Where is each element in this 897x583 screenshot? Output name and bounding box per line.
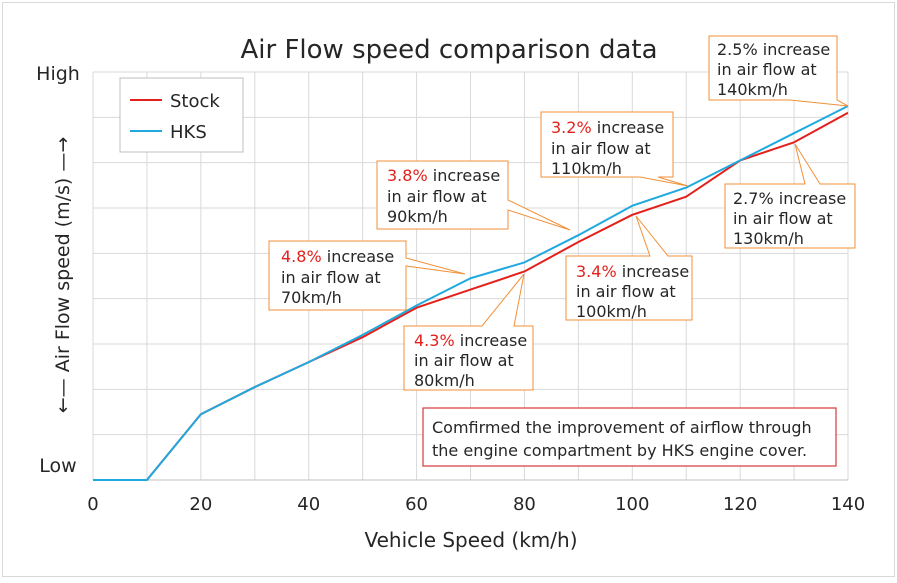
y-bottom-label: Low bbox=[39, 455, 76, 477]
callout-percent: 2.7% bbox=[733, 189, 774, 208]
callout-line3: 110km/h bbox=[551, 159, 622, 178]
x-tick-label: 100 bbox=[615, 494, 649, 515]
callout-line1: 3.4% increase bbox=[576, 262, 689, 281]
callout-percent: 4.8% bbox=[281, 247, 322, 266]
callout-increase-text: increase bbox=[774, 189, 847, 208]
callout-percent: 4.3% bbox=[414, 331, 455, 350]
callout-line2: in air flow at bbox=[387, 187, 487, 206]
callout-line3: 80km/h bbox=[414, 371, 475, 390]
callout-line2: in air flow at bbox=[717, 60, 817, 79]
callout-line3: 130km/h bbox=[733, 229, 804, 248]
legend: Stock HKS bbox=[119, 77, 244, 153]
x-tick-label: 0 bbox=[87, 494, 98, 515]
callout-percent: 3.2% bbox=[551, 118, 592, 137]
callout-140kmh: 2.5% increase in air flow at 140km/h bbox=[708, 35, 849, 107]
callout-line2: in air flow at bbox=[414, 351, 514, 370]
callout-increase-text: increase bbox=[322, 247, 395, 266]
callout-line1: 3.8% increase bbox=[387, 166, 500, 185]
callout-100kmh: 3.4% increase in air flow at 100km/h bbox=[565, 215, 693, 321]
y-axis-label: ←— Air Flow speed (m/s) —→ bbox=[52, 137, 74, 414]
callout-box bbox=[565, 215, 693, 321]
callout-130kmh: 2.7% increase in air flow at 130km/h bbox=[724, 143, 856, 249]
series-line-hks bbox=[93, 105, 849, 481]
callout-percent: 2.5% bbox=[717, 40, 758, 59]
callout-increase-text: increase bbox=[617, 262, 690, 281]
callout-percent: 3.4% bbox=[576, 262, 617, 281]
callout-increase-text: increase bbox=[428, 166, 501, 185]
legend-label-hks: HKS bbox=[170, 122, 207, 143]
x-tick-label: 20 bbox=[189, 494, 212, 515]
callout-line3: 100km/h bbox=[576, 302, 647, 321]
x-tick-labels: 0 20 40 60 80 100 120 140 bbox=[87, 494, 865, 515]
callout-line1: 2.5% increase bbox=[717, 40, 830, 59]
callout-line3: 70km/h bbox=[281, 288, 342, 307]
callout-line1: 4.3% increase bbox=[414, 331, 527, 350]
callout-box bbox=[724, 143, 856, 249]
note-line1: Comfirmed the improvement of airflow thr… bbox=[432, 418, 812, 437]
chart-title: Air Flow speed comparison data bbox=[240, 35, 657, 65]
callout-line2: in air flow at bbox=[281, 268, 381, 287]
callout-increase-text: increase bbox=[758, 40, 831, 59]
callout-line1: 4.8% increase bbox=[281, 247, 394, 266]
callout-line1: 3.2% increase bbox=[551, 118, 664, 137]
x-axis-label: Vehicle Speed (km/h) bbox=[364, 528, 577, 552]
callout-70kmh: 4.8% increase in air flow at 70km/h bbox=[268, 240, 466, 311]
callout-line3: 140km/h bbox=[717, 80, 788, 99]
callout-increase-text: increase bbox=[455, 331, 528, 350]
x-tick-label: 40 bbox=[297, 494, 320, 515]
callout-percent: 3.8% bbox=[387, 166, 428, 185]
x-tick-label: 60 bbox=[405, 494, 428, 515]
callout-line1: 2.7% increase bbox=[733, 189, 846, 208]
callout-110kmh: 3.2% increase in air flow at 110km/h bbox=[540, 111, 689, 187]
callout-box bbox=[708, 35, 849, 107]
callout-line3: 90km/h bbox=[387, 207, 448, 226]
callout-box bbox=[376, 160, 571, 231]
legend-box bbox=[119, 77, 244, 153]
note-line2: the engine compartment by HKS engine cov… bbox=[432, 441, 807, 460]
callout-line2: in air flow at bbox=[551, 139, 651, 158]
x-tick-label: 120 bbox=[723, 494, 757, 515]
callout-90kmh: 3.8% increase in air flow at 90km/h bbox=[376, 160, 571, 231]
callout-increase-text: increase bbox=[592, 118, 665, 137]
series-group bbox=[93, 105, 849, 481]
legend-label-stock: Stock bbox=[170, 91, 220, 112]
callout-box bbox=[268, 240, 466, 311]
note-box bbox=[422, 407, 837, 467]
annotation-callouts: 4.8% increase in air flow at 70km/h 3.8%… bbox=[268, 35, 856, 391]
callout-line2: in air flow at bbox=[733, 209, 833, 228]
x-tick-label: 80 bbox=[513, 494, 536, 515]
note: Comfirmed the improvement of airflow thr… bbox=[422, 407, 837, 467]
callout-line2: in air flow at bbox=[576, 282, 676, 301]
callout-box bbox=[403, 273, 534, 391]
callout-80kmh: 4.3% increase in air flow at 80km/h bbox=[403, 273, 534, 391]
y-top-label: High bbox=[36, 63, 80, 85]
callout-box bbox=[540, 111, 689, 187]
x-tick-label: 140 bbox=[831, 494, 865, 515]
